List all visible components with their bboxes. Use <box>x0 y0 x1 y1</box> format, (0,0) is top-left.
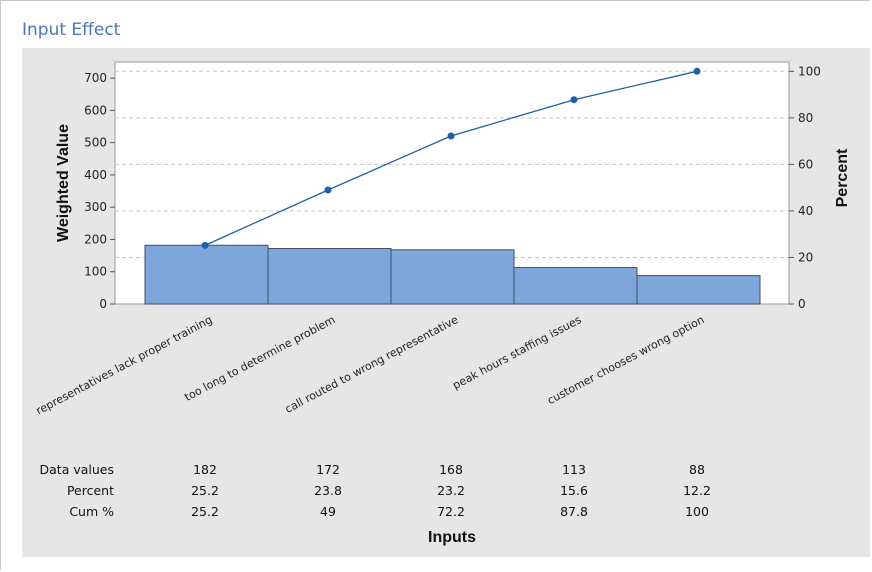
bar <box>636 275 761 305</box>
y-axis-right: 0 20 40 60 80 100 <box>789 64 821 311</box>
y2-tick-label: 60 <box>798 157 813 171</box>
x-axis-title: Inputs <box>428 529 476 546</box>
bar <box>390 249 515 305</box>
category-label: peak hours staffing issues <box>450 313 583 392</box>
cumulative-line-group <box>201 67 701 249</box>
y2-tick-label: 20 <box>798 250 813 264</box>
cumulative-point <box>447 132 455 140</box>
bar <box>144 244 269 305</box>
table-row-label: Percent <box>67 483 114 498</box>
cumulative-point <box>324 186 332 194</box>
table-cell: 100 <box>685 504 709 519</box>
y-tick-label: 300 <box>84 200 107 214</box>
table-cell: 88 <box>689 462 705 477</box>
y-tick-label: 700 <box>84 71 107 85</box>
cumulative-point <box>201 241 209 249</box>
chart-title: Input Effect <box>22 20 121 40</box>
data-table: Data values 182 172 168 113 88 Percent 25.2 23.8… <box>40 462 711 519</box>
cumulative-point <box>570 96 578 104</box>
table-cell: 25.2 <box>191 483 219 498</box>
table-cell: 172 <box>316 462 340 477</box>
table-cell: 182 <box>193 462 217 477</box>
y2-tick-label: 80 <box>798 111 813 125</box>
table-cell: 87.8 <box>560 504 588 519</box>
table-row-label: Cum % <box>69 504 114 519</box>
y-axis-title: Weighted Value <box>55 124 72 242</box>
table-cell: 168 <box>439 462 463 477</box>
table-cell: 113 <box>562 462 586 477</box>
y2-tick-label: 40 <box>798 204 813 218</box>
y-tick-label: 500 <box>84 136 107 150</box>
y-tick-label: 0 <box>99 297 107 311</box>
table-cell: 15.6 <box>560 483 588 498</box>
cumulative-point <box>693 67 701 75</box>
y2-tick-label: 100 <box>798 64 821 78</box>
y-tick-label: 400 <box>84 168 107 182</box>
bars-group <box>144 244 761 305</box>
table-cell: 12.2 <box>683 483 711 498</box>
y-tick-label: 100 <box>84 265 107 279</box>
table-cell: 23.2 <box>437 483 465 498</box>
bar <box>513 267 638 305</box>
category-labels: representatives lack proper trainingtoo … <box>34 313 707 417</box>
table-cell: 49 <box>320 504 336 519</box>
table-cell: 25.2 <box>191 504 219 519</box>
bar <box>267 248 392 305</box>
y-tick-label: 200 <box>84 232 107 246</box>
table-cell: 23.8 <box>314 483 342 498</box>
y-tick-label: 600 <box>84 103 107 117</box>
y2-axis-title: Percent <box>834 148 851 207</box>
table-row-label: Data values <box>40 462 114 477</box>
y-axis-left: 0 100 200 300 400 500 600 700 <box>84 71 115 311</box>
y2-tick-label: 0 <box>798 297 806 311</box>
table-cell: 72.2 <box>437 504 465 519</box>
